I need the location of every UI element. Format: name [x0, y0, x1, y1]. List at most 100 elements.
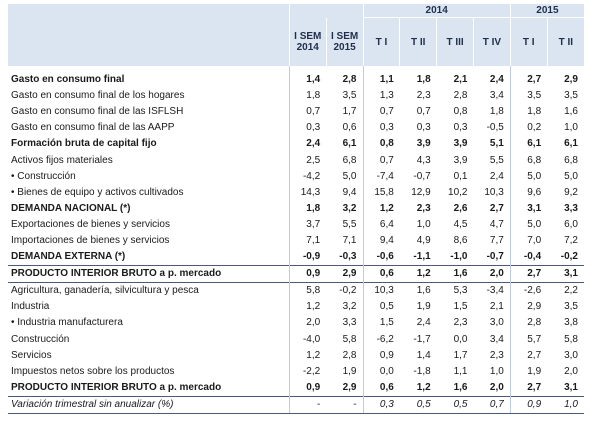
- cell-value: 5,0: [342, 170, 357, 182]
- row-label: Impuestos netos sobre los productos: [11, 365, 175, 377]
- cell-value: 2,7: [509, 347, 548, 364]
- table-row: Construcción -4,0 5,8 -6,2 -1,7 0,0 3,4 5,7 5,8: [8, 331, 584, 348]
- cell-value: 1,0: [564, 122, 578, 134]
- cell-value: 14,3: [288, 184, 327, 201]
- column-header: T II: [546, 17, 584, 66]
- cell-value: 3,9: [416, 138, 431, 150]
- cell-value: 1,7: [453, 349, 468, 361]
- cell-value: 2,9: [326, 265, 363, 283]
- cell-value: 5,5: [342, 218, 357, 230]
- cell-value: 1,4: [416, 349, 431, 361]
- row-label: Gasto en consumo final de los hogares: [11, 90, 185, 102]
- cell-value: 0,3: [453, 122, 468, 134]
- cell-value: 6,1: [564, 138, 578, 150]
- cell-value: 3,7: [288, 216, 327, 233]
- cell-value: 2,8: [342, 74, 357, 86]
- table-row: Gasto en consumo final 1,4 2,8 1,1 1,8 2,1 2,4…: [8, 66, 584, 89]
- cell-value: 4,9: [416, 234, 431, 246]
- cell-value: 6,1: [509, 136, 548, 153]
- table-row: • Industria manufacturera 2,0 3,3 1,5 2,4 2,3…: [8, 315, 584, 332]
- year-group-blank: [288, 4, 363, 18]
- cell-value: 3,0: [489, 317, 504, 329]
- table-row: Servicios 1,2 2,8 0,9 1,4 1,7 2,3 2,7 3,0: [8, 347, 584, 364]
- cell-value: 0,0: [453, 333, 468, 345]
- cell-value: -2,2: [288, 363, 327, 380]
- cell-value: -1,8: [413, 365, 431, 377]
- cell-value: 5,0: [509, 216, 548, 233]
- cell-value: 0,7: [288, 104, 327, 121]
- cell-value: 2,1: [489, 301, 504, 313]
- table-row: Gasto en consumo final de las AAPP 0,3 0,6…: [8, 120, 584, 137]
- cell-value: 2,8: [509, 315, 548, 332]
- cell-value: -1,1: [413, 251, 431, 263]
- cell-value: 1,2: [288, 299, 327, 316]
- table-row: Gasto en consumo final de los hogares 1,8…: [8, 88, 584, 105]
- cell-value: -4,2: [288, 168, 327, 185]
- row-label: Industria: [11, 301, 50, 313]
- row-label: PRODUCTO INTERIOR BRUTO a p. mercado: [8, 265, 290, 283]
- cell-value: -0,7: [413, 170, 431, 182]
- cell-value: -0,3: [339, 251, 357, 263]
- cell-value: 2,1: [453, 74, 468, 86]
- cell-value: 2,0: [473, 265, 511, 283]
- table-body: Gasto en consumo final 1,4 2,8 1,1 1,8 2,1 2,4…: [8, 66, 584, 414]
- row-label: • Industria manufacturera: [11, 317, 123, 329]
- cell-value: 0,2: [509, 120, 548, 137]
- row-label: Gasto en consumo final de las ISFLSH: [11, 106, 184, 118]
- table-row: Exportaciones de bienes y servicios 3,7 5,…: [8, 216, 584, 233]
- cell-value: 2,8: [453, 90, 468, 102]
- year-header-row: 2014 2015: [8, 4, 584, 18]
- row-label: Construcción: [11, 333, 70, 345]
- cell-value: 1,8: [288, 200, 327, 217]
- cell-value: 6,8: [564, 154, 578, 166]
- cell-value: -3,4: [473, 282, 511, 300]
- row-label: Importaciones de bienes y servicios: [11, 234, 170, 246]
- table-row: Formación bruta de capital fijo 2,4 6,1 0,8…: [8, 136, 584, 153]
- cell-value: 1,0: [547, 395, 584, 414]
- cell-value: 2,0: [564, 365, 578, 377]
- cell-value: 8,6: [453, 234, 468, 246]
- cell-value: 5,0: [564, 170, 578, 182]
- cell-value: 3,1: [547, 265, 584, 283]
- cell-value: 1,5: [453, 301, 468, 313]
- cell-value: 6,0: [564, 218, 578, 230]
- cell-value: 12,9: [411, 186, 431, 198]
- cell-value: 10,3: [362, 282, 400, 300]
- cell-value: 0,5: [436, 395, 474, 414]
- cell-value: 0,9: [288, 379, 327, 397]
- cell-value: -2,6: [509, 282, 548, 300]
- row-label: • Construcción: [11, 170, 76, 182]
- row-label: DEMANDA EXTERNA (*): [11, 251, 126, 263]
- table-row: Variación trimestral sin anualizar (%) - -…: [8, 395, 584, 414]
- cell-value: 1,8: [416, 74, 431, 86]
- cell-value: 5,8: [288, 282, 327, 300]
- cell-value: 2,7: [509, 66, 548, 89]
- cell-value: 0,7: [416, 106, 431, 118]
- table-row: DEMANDA NACIONAL (*) 1,8 3,2 1,2 2,3 2,6 2,7 3,…: [8, 200, 584, 217]
- cell-value: 1,6: [564, 106, 578, 118]
- table-row: DEMANDA EXTERNA (*) -0,9 -0,3 -0,6 -1,1 -1,0 -…: [8, 249, 584, 266]
- table-row: Activos fijos materiales 2,5 6,8 0,7 4,3 3,9 5…: [8, 152, 584, 169]
- column-header: T III: [436, 17, 474, 66]
- table-row: Industria 1,2 3,2 0,5 1,9 1,5 2,1 2,9 3,5: [8, 299, 584, 316]
- table-row: Importaciones de bienes y servicios 7,1 7,…: [8, 232, 584, 250]
- cell-value: -7,4: [362, 168, 400, 185]
- cell-value: 7,7: [489, 234, 504, 246]
- row-label: Activos fijos materiales: [11, 154, 113, 166]
- cell-value: 3,0: [564, 349, 578, 361]
- cell-value: 0,3: [362, 120, 400, 137]
- cell-value: 3,2: [342, 301, 357, 313]
- cell-value: 10,3: [484, 186, 504, 198]
- cell-value: 2,6: [453, 202, 468, 214]
- column-header: T I: [362, 17, 400, 66]
- column-header: T I: [509, 17, 548, 66]
- cell-value: 6,8: [342, 154, 357, 166]
- cell-value: -0,2: [326, 282, 363, 300]
- cell-value: 1,9: [509, 363, 548, 380]
- cell-value: 2,3: [416, 202, 431, 214]
- year-group-2015: 2015: [509, 4, 584, 18]
- cell-value: 1,2: [288, 347, 327, 364]
- cell-value: 1,2: [399, 265, 437, 283]
